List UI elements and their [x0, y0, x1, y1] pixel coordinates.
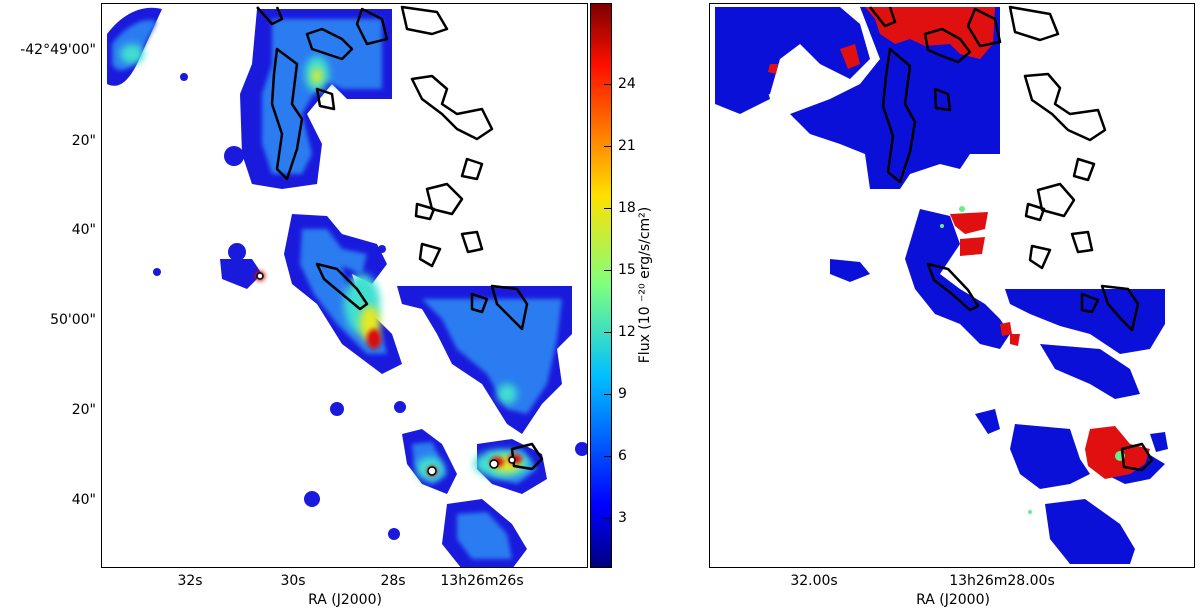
colorbar-tick-label: 18: [618, 200, 636, 216]
colorbar-tick-label: 3: [618, 510, 627, 526]
colorbar-tick-label: 6: [618, 448, 627, 464]
y-tick-label: -42°49'00": [20, 42, 96, 58]
flux-map-panel: [101, 3, 588, 568]
x-tick-label: 32s: [177, 573, 203, 589]
x-tick-label: 13h26m28.00s: [949, 573, 1055, 589]
colorbar-tick-label: 9: [618, 386, 627, 402]
x-tick-label: 32.00s: [790, 573, 838, 589]
point-sources: [256, 272, 516, 476]
classification-map-image: [715, 5, 1168, 564]
y-tick-label: 40": [71, 492, 96, 508]
emission-high: [120, 44, 530, 481]
x-tick-label: 13h26m26s: [440, 573, 524, 589]
contours: [256, 5, 544, 471]
colorbar-tick-label: 15: [618, 262, 636, 278]
y-tick-label: 20": [71, 133, 96, 149]
colorbar-tick-label: 12: [618, 324, 636, 340]
colorbar-tick-label: 24: [618, 76, 636, 92]
y-tick-label: 50'00": [50, 312, 96, 328]
colorbar: [590, 3, 612, 568]
colorbar-tick-label: 21: [618, 138, 636, 154]
region-blue: [715, 7, 1168, 564]
y-tick-label: 20": [71, 402, 96, 418]
flux-map-image: [107, 5, 587, 567]
x-axis-title: RA (J2000): [916, 592, 990, 608]
x-axis-title: RA (J2000): [308, 592, 382, 608]
x-tick-label: 28s: [380, 573, 406, 589]
colorbar-label: Flux (10 ⁻²⁰ erg/s/cm²): [637, 206, 653, 364]
x-tick-label: 30s: [280, 573, 306, 589]
y-tick-label: 40": [71, 222, 96, 238]
classification-map-panel: [709, 3, 1195, 568]
contours-right: [869, 5, 1154, 472]
